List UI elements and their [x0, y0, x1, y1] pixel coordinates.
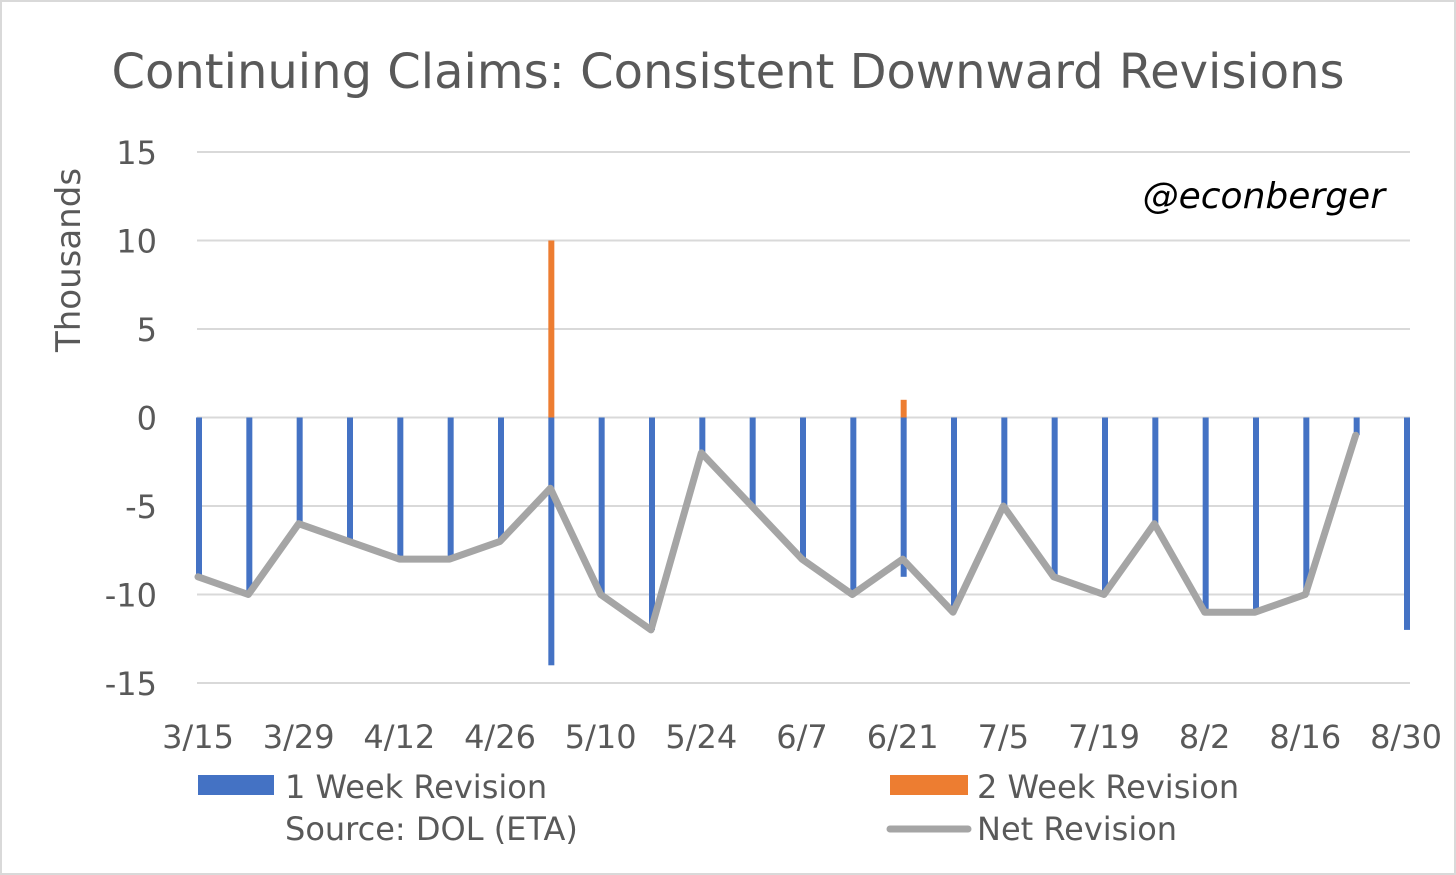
- bars: [196, 240, 1410, 666]
- bar-1-week-revision: [1001, 417, 1008, 506]
- bar-1-week-revision: [699, 417, 706, 453]
- y-tick-label: -5: [125, 488, 157, 526]
- x-tick-label: 3/15: [162, 718, 234, 756]
- bar-2-week-revision: [548, 240, 555, 418]
- x-tick-label: 4/12: [363, 718, 435, 756]
- bar-1-week-revision: [1404, 417, 1410, 630]
- bar-1-week-revision: [397, 417, 404, 560]
- x-tick-label: 8/16: [1269, 718, 1341, 756]
- y-tick-label: 5: [137, 311, 157, 349]
- bar-1-week-revision: [548, 417, 555, 666]
- y-tick-label: 10: [116, 223, 157, 261]
- bar-1-week-revision: [598, 417, 605, 595]
- legend-label-1-week-revision: 1 Week Revision: [285, 768, 547, 806]
- bar-1-week-revision: [1051, 417, 1058, 577]
- x-tick-label: 7/19: [1068, 718, 1140, 756]
- y-axis-label: Thousands: [49, 168, 89, 353]
- y-tick-label: -10: [105, 577, 157, 615]
- x-tick-labels: 3/15 3/29 4/12 4/26 5/10 5/24 6/7 6/21 7/5 7/19 8/…: [162, 718, 1442, 756]
- bar-1-week-revision: [498, 417, 504, 542]
- x-tick-label: 6/7: [776, 718, 828, 756]
- bar-1-week-revision: [1253, 417, 1259, 613]
- bar-1-week-revision: [900, 417, 907, 577]
- y-tick-label: 0: [137, 400, 157, 438]
- bar-1-week-revision: [1102, 417, 1108, 595]
- x-tick-label: 7/5: [978, 718, 1030, 756]
- bar-1-week-revision: [1202, 417, 1209, 613]
- legend-label-net-revision: Net Revision: [977, 810, 1177, 848]
- bar-1-week-revision: [951, 417, 957, 613]
- bar-2-week-revision: [900, 399, 907, 418]
- source-note: Source: DOL (ETA): [285, 810, 578, 848]
- bar-1-week-revision: [649, 417, 655, 630]
- y-tick-label: 15: [116, 134, 157, 172]
- bar-1-week-revision: [447, 417, 454, 560]
- x-tick-label: 8/30: [1370, 718, 1442, 756]
- x-tick-label: 3/29: [263, 718, 335, 756]
- line-net-revision: [194, 431, 1360, 634]
- x-tick-label: 8/2: [1179, 718, 1231, 756]
- bar-1-week-revision: [1353, 417, 1360, 436]
- legend-label-2-week-revision: 2 Week Revision: [977, 768, 1239, 806]
- net-revision-line-layer: [194, 431, 1360, 634]
- bar-1-week-revision: [1303, 417, 1310, 595]
- x-tick-label: 4/26: [464, 718, 536, 756]
- x-tick-label: 6/21: [867, 718, 939, 756]
- bar-1-week-revision: [800, 417, 806, 560]
- chart-title: Continuing Claims: Consistent Downward R…: [112, 44, 1345, 100]
- legend-swatch-1-week-revision: [198, 775, 274, 795]
- bar-1-week-revision: [1152, 417, 1159, 524]
- watermark: @econberger: [1143, 176, 1388, 217]
- bar-1-week-revision: [347, 417, 353, 542]
- y-tick-label: -15: [105, 665, 157, 703]
- bar-1-week-revision: [850, 417, 857, 595]
- x-tick-label: 5/10: [565, 718, 637, 756]
- bar-1-week-revision: [196, 417, 202, 577]
- y-tick-labels: 15 10 5 0 -5 -10 -15: [105, 134, 157, 703]
- legend-swatch-2-week-revision: [890, 775, 968, 795]
- bar-1-week-revision: [246, 417, 253, 595]
- bar-1-week-revision: [749, 417, 756, 506]
- x-tick-label: 5/24: [665, 718, 737, 756]
- bar-1-week-revision: [296, 417, 303, 524]
